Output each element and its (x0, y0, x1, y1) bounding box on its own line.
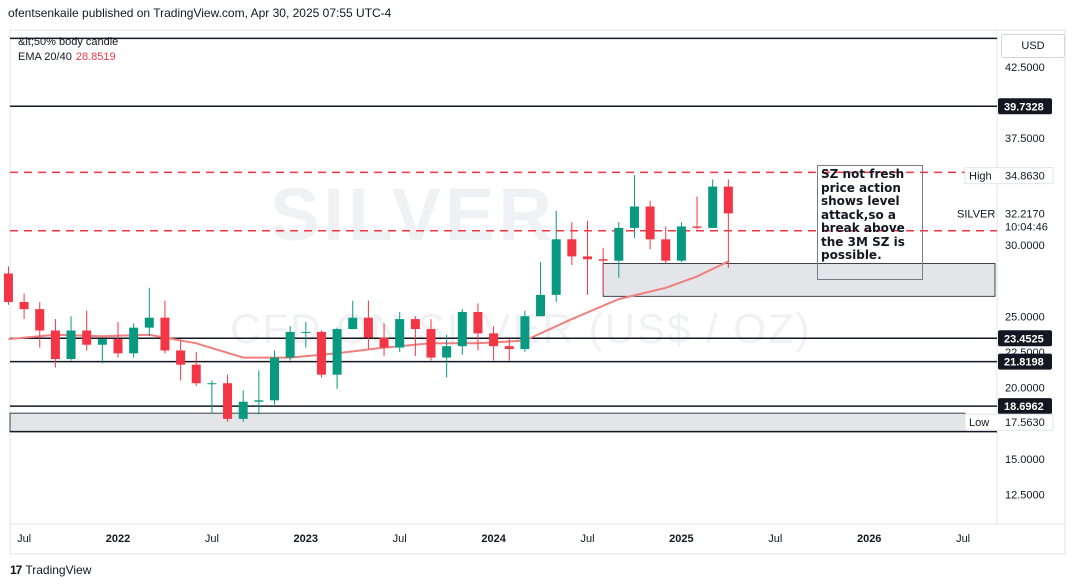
candle-body (129, 327, 139, 354)
candle-body (238, 401, 248, 419)
x-axis-tick-label: Jul (393, 533, 407, 545)
candle-body (410, 319, 420, 330)
candle-body (316, 331, 326, 375)
candle-body (723, 186, 733, 214)
price-label-box (998, 98, 1052, 115)
candle-body (676, 226, 686, 261)
candle-body (426, 329, 436, 358)
y-axis-tick-label: 30.0000 (1005, 240, 1045, 252)
x-axis-tick-label: 2026 (857, 533, 881, 545)
y-axis-tick-label: 25.0000 (1005, 311, 1045, 323)
chart-legend: &lt;50% body candle EMA 20/40 28.8519 (18, 35, 118, 65)
candle-body (395, 319, 405, 348)
ema-label: EMA 20/40 (18, 51, 72, 63)
price-label-text: 39.7328 (1004, 101, 1044, 113)
x-axis-tick-label: Jul (768, 533, 782, 545)
candle-body (489, 333, 499, 347)
candle-body (176, 350, 186, 365)
candle-body (285, 331, 295, 358)
ema-value: 28.8519 (75, 51, 116, 63)
y-axis-tick-label: 37.5000 (1005, 133, 1045, 145)
y-axis-tick-label: 12.5000 (1005, 489, 1045, 501)
candle-body (97, 339, 107, 345)
x-axis-tick-label: Jul (17, 533, 31, 545)
y-axis-tick-label: 15.0000 (1005, 454, 1045, 466)
candle-body (583, 256, 592, 260)
y-axis-tick-label: 20.0000 (1005, 383, 1045, 395)
symbol-watermark: SILVER (270, 173, 556, 256)
current-price-box (998, 205, 1058, 236)
countdown-text: 10:04:46 (1005, 221, 1048, 233)
candle-body (567, 239, 577, 257)
candle-body (598, 259, 608, 261)
candle-body (692, 226, 702, 228)
x-axis-tick-label: 2022 (106, 533, 130, 545)
candle-body (66, 330, 76, 359)
currency-selector[interactable]: USD (1001, 34, 1065, 58)
x-axis-tick-label: Jul (205, 533, 219, 545)
high-low-value: 34.8630 (1005, 171, 1045, 183)
candle-body (191, 364, 201, 384)
high-low-name: High (969, 171, 992, 183)
price-label-box (998, 353, 1052, 370)
high-low-label-box (964, 167, 1054, 185)
candle-body (363, 317, 373, 338)
candle-body (645, 206, 655, 240)
candle-body (113, 339, 123, 354)
supply-demand-zone (602, 263, 996, 297)
candle-body (614, 227, 624, 261)
price-label-text: 23.4525 (1004, 333, 1044, 345)
description-watermark: CFD ON SILVER (US$ / OZ) (230, 305, 812, 352)
high-low-name: Low (969, 417, 989, 429)
candle-body (457, 311, 467, 347)
symbol-name-label: SILVER (957, 208, 995, 220)
candle-body (708, 186, 718, 228)
tradingview-logo-icon: 17 (10, 563, 22, 577)
ema-legend: EMA 20/40 28.8519 (18, 50, 118, 65)
y-axis-tick-label: 42.5000 (1005, 62, 1045, 74)
price-label-box (998, 398, 1052, 415)
candle-body (348, 317, 358, 330)
candle-body (520, 316, 530, 350)
candle-body (504, 346, 514, 350)
tradingview-brand: TradingView (25, 563, 92, 577)
price-label-text: 18.6962 (1004, 401, 1044, 413)
x-axis-tick-label: Jul (956, 533, 970, 545)
candle-body (629, 206, 639, 228)
x-axis-tick-label: 2023 (294, 533, 318, 545)
candle-body (442, 346, 452, 358)
candle-body (661, 239, 671, 261)
candle-body (50, 330, 60, 359)
candle-body (160, 317, 170, 351)
indicator-label: &lt;50% body candle (18, 36, 119, 48)
current-price-text: 32.2170 (1005, 208, 1045, 220)
candle-body (223, 383, 233, 419)
candle-body (332, 329, 342, 375)
x-axis-tick-label: 2025 (669, 533, 693, 545)
candle-body (207, 383, 217, 385)
high-low-value: 17.5630 (1005, 417, 1045, 429)
candle-body (35, 309, 45, 331)
candle-body (19, 302, 29, 310)
candle-body (379, 337, 389, 348)
candle-body (82, 330, 92, 345)
candle-body (301, 331, 311, 333)
annotation-textbox[interactable]: SZ not fresh price action shows level at… (817, 165, 923, 280)
supply-demand-zone (9, 412, 966, 433)
candle-body (254, 400, 264, 402)
x-axis-tick-label: 2024 (481, 533, 506, 545)
high-low-label-box (964, 413, 1054, 431)
tradingview-footer[interactable]: 17 TradingView (10, 563, 91, 577)
x-axis-tick-label: Jul (580, 533, 594, 545)
candle-body (551, 239, 561, 295)
candle-body (3, 273, 13, 302)
candle-body (536, 294, 546, 317)
candle-body (144, 317, 154, 328)
publish-info: ofentsenkaile published on TradingView.c… (8, 6, 392, 20)
price-label-box (998, 330, 1052, 347)
price-label-text: 21.8198 (1004, 357, 1044, 369)
candle-body (473, 311, 483, 334)
candle-body (270, 357, 279, 401)
